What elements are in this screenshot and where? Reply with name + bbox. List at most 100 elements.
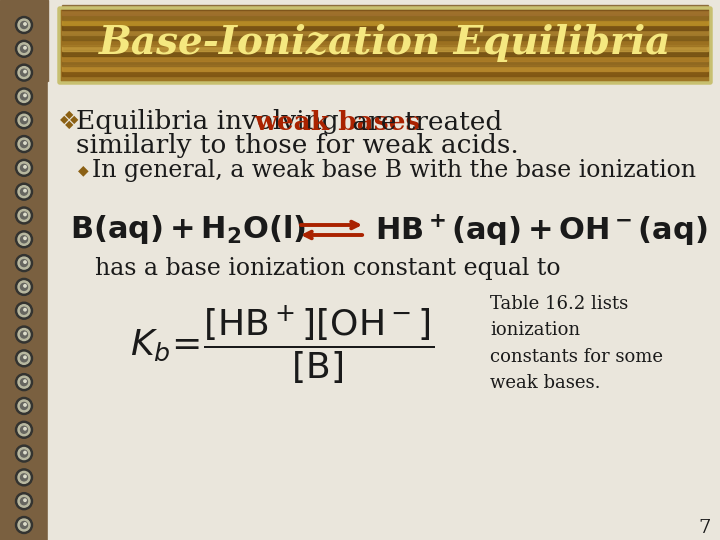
Circle shape — [18, 43, 30, 55]
Circle shape — [20, 474, 27, 481]
Circle shape — [20, 117, 27, 124]
Text: In general, a weak base B with the base ionization: In general, a weak base B with the base … — [92, 159, 696, 181]
Circle shape — [20, 93, 27, 100]
Circle shape — [18, 19, 30, 31]
Circle shape — [24, 213, 26, 215]
Circle shape — [20, 450, 27, 457]
Circle shape — [18, 519, 30, 531]
Circle shape — [24, 475, 26, 477]
Circle shape — [20, 260, 27, 267]
Circle shape — [18, 400, 30, 412]
Circle shape — [20, 69, 27, 76]
Circle shape — [20, 212, 27, 219]
Circle shape — [16, 374, 32, 390]
Text: $\mathbf{HB^+(aq) + OH^-(aq)}$: $\mathbf{HB^+(aq) + OH^-(aq)}$ — [375, 212, 707, 248]
Bar — [48, 82, 720, 540]
Bar — [62, 55, 708, 60]
Text: ❖: ❖ — [58, 110, 81, 134]
Bar — [62, 25, 708, 30]
Circle shape — [24, 190, 26, 192]
Bar — [0, 0, 48, 540]
Circle shape — [24, 23, 26, 25]
Circle shape — [20, 307, 27, 314]
Circle shape — [18, 114, 30, 126]
Circle shape — [16, 64, 32, 81]
Bar — [62, 30, 708, 35]
Circle shape — [18, 376, 30, 388]
Circle shape — [16, 492, 32, 510]
Circle shape — [18, 162, 30, 174]
Circle shape — [18, 233, 30, 245]
Bar — [62, 71, 708, 76]
Circle shape — [24, 118, 26, 120]
Text: weak bases: weak bases — [254, 110, 420, 134]
Circle shape — [20, 284, 27, 291]
Circle shape — [16, 350, 32, 367]
Text: are treated: are treated — [344, 110, 503, 134]
Circle shape — [16, 136, 32, 152]
Circle shape — [16, 231, 32, 248]
Text: $K_b\!=\!\dfrac{[\mathrm{HB^+}][\mathrm{OH^-}]}{[\mathrm{B}]}$: $K_b\!=\!\dfrac{[\mathrm{HB^+}][\mathrm{… — [130, 303, 434, 387]
Circle shape — [20, 355, 27, 362]
Circle shape — [18, 424, 30, 436]
Circle shape — [24, 451, 26, 454]
Text: similarly to those for weak acids.: similarly to those for weak acids. — [76, 132, 518, 158]
Circle shape — [16, 516, 32, 534]
Text: ◆: ◆ — [78, 163, 89, 177]
Circle shape — [18, 138, 30, 150]
Circle shape — [20, 379, 27, 386]
Circle shape — [20, 164, 27, 171]
Circle shape — [24, 166, 26, 168]
Circle shape — [18, 352, 30, 365]
Circle shape — [16, 302, 32, 319]
Circle shape — [18, 257, 30, 269]
Circle shape — [16, 254, 32, 272]
Circle shape — [16, 40, 32, 57]
Circle shape — [24, 142, 26, 144]
Circle shape — [18, 305, 30, 317]
Circle shape — [16, 207, 32, 224]
Bar — [62, 35, 708, 40]
Bar — [62, 20, 708, 25]
Circle shape — [16, 159, 32, 177]
Bar — [62, 45, 708, 51]
Circle shape — [20, 188, 27, 195]
Circle shape — [20, 426, 27, 433]
Circle shape — [20, 498, 27, 505]
Bar — [62, 40, 708, 45]
Bar — [62, 60, 708, 66]
Circle shape — [16, 17, 32, 33]
Bar — [62, 76, 708, 81]
Circle shape — [16, 469, 32, 486]
Circle shape — [20, 522, 27, 529]
Circle shape — [24, 499, 26, 502]
Circle shape — [16, 326, 32, 343]
Circle shape — [18, 90, 30, 103]
Text: Equilibria involving: Equilibria involving — [76, 110, 347, 134]
Bar — [62, 10, 708, 15]
Circle shape — [24, 237, 26, 239]
Bar — [62, 15, 708, 20]
Circle shape — [24, 285, 26, 287]
Circle shape — [16, 279, 32, 295]
Circle shape — [18, 495, 30, 507]
Circle shape — [18, 471, 30, 483]
Circle shape — [24, 356, 26, 359]
Circle shape — [16, 445, 32, 462]
Bar — [62, 5, 708, 10]
Circle shape — [20, 22, 27, 29]
Circle shape — [24, 380, 26, 382]
Circle shape — [16, 397, 32, 415]
Circle shape — [20, 402, 27, 409]
Circle shape — [20, 140, 27, 147]
Circle shape — [24, 332, 26, 335]
Circle shape — [18, 210, 30, 221]
Bar — [60, 9, 710, 82]
Circle shape — [20, 331, 27, 338]
Circle shape — [24, 523, 26, 525]
Circle shape — [24, 308, 26, 311]
Circle shape — [20, 45, 27, 52]
Circle shape — [24, 94, 26, 97]
Text: Base-Ionization Equilibria: Base-Ionization Equilibria — [99, 24, 671, 63]
Text: has a base ionization constant equal to: has a base ionization constant equal to — [95, 256, 560, 280]
